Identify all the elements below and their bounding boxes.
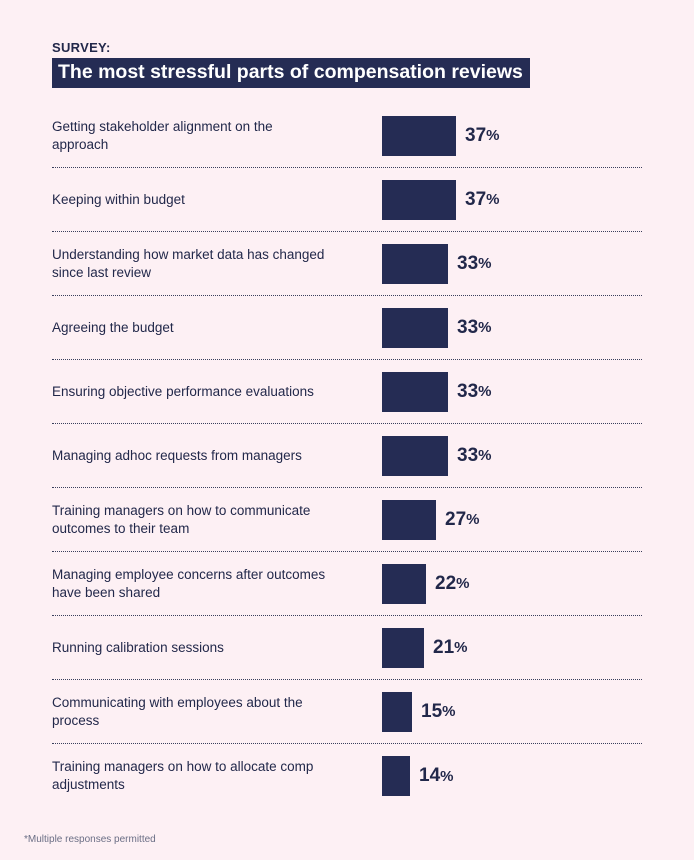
value-number: 14	[419, 765, 441, 786]
value-number: 37	[465, 188, 487, 210]
bar	[382, 180, 456, 220]
value-number: 33	[457, 316, 479, 338]
bar	[382, 308, 448, 348]
value-label: 33%	[457, 424, 491, 487]
bar	[382, 436, 448, 476]
footnote: *Multiple responses permitted	[24, 834, 156, 845]
value-unit: %	[478, 255, 492, 272]
chart-title: The most stressful parts of compensation…	[52, 58, 530, 88]
category-label: Getting stakeholder alignment on the app…	[52, 118, 273, 152]
category-label: Managing employee concerns after outcome…	[52, 566, 326, 600]
chart-row: Understanding how market data has change…	[52, 232, 642, 296]
chart-row: Keeping within budget 37%	[52, 168, 642, 232]
category-label: Understanding how market data has change…	[52, 246, 325, 280]
value-number: 27	[445, 508, 467, 530]
value-label: 21%	[433, 616, 467, 679]
chart-row: Managing adhoc requests from managers 33%	[52, 424, 642, 488]
chart-row: Communicating with employees about the p…	[52, 680, 642, 744]
value-number: 15	[421, 700, 443, 722]
value-number: 33	[457, 252, 479, 274]
value-unit: %	[456, 575, 470, 592]
value-unit: %	[478, 447, 492, 464]
chart-row: Ensuring objective performance evaluatio…	[52, 360, 642, 424]
value-label: 27%	[445, 488, 479, 551]
category-label: Communicating with employees about the p…	[52, 694, 303, 728]
chart-row: Agreeing the budget 33%	[52, 296, 642, 360]
value-unit: %	[486, 127, 500, 144]
value-unit: %	[478, 319, 492, 336]
value-number: 37	[465, 124, 487, 146]
chart-row: Training managers on how to communicate …	[52, 488, 642, 552]
category-label: Ensuring objective performance evaluatio…	[52, 383, 314, 399]
bar	[382, 756, 410, 796]
chart-row: Running calibration sessions 21%	[52, 616, 642, 680]
bar	[382, 116, 456, 156]
value-label: 37%	[465, 168, 499, 231]
bar	[382, 500, 436, 540]
category-label: Running calibration sessions	[52, 639, 224, 655]
value-unit: %	[486, 191, 500, 208]
value-unit: %	[466, 511, 480, 528]
category-label: Agreeing the budget	[52, 319, 174, 335]
bar	[382, 628, 424, 668]
value-label: 22%	[435, 552, 469, 615]
bar	[382, 692, 412, 732]
value-label: 37%	[465, 104, 499, 167]
bar	[382, 372, 448, 412]
value-label: 33%	[457, 232, 491, 295]
chart-row: Managing employee concerns after outcome…	[52, 552, 642, 616]
category-label: Training managers on how to communicate …	[52, 502, 311, 536]
category-label: Training managers on how to allocate com…	[52, 759, 314, 792]
value-label: 33%	[457, 360, 491, 423]
value-label: 15%	[421, 680, 455, 743]
category-label: Keeping within budget	[52, 191, 185, 207]
bar-chart: Getting stakeholder alignment on the app…	[52, 104, 642, 808]
value-label: 33%	[457, 296, 491, 359]
chart-row: Getting stakeholder alignment on the app…	[52, 104, 642, 168]
category-label: Managing adhoc requests from managers	[52, 447, 302, 463]
value-number: 22	[435, 572, 457, 594]
value-unit: %	[442, 703, 456, 720]
bar	[382, 244, 448, 284]
chart-row: Training managers on how to allocate com…	[52, 744, 642, 808]
value-number: 33	[457, 444, 479, 466]
value-number: 21	[433, 636, 455, 658]
value-unit: %	[454, 639, 468, 656]
value-unit: %	[440, 767, 454, 785]
value-number: 33	[457, 380, 479, 402]
survey-kicker: SURVEY:	[52, 40, 111, 55]
value-label: 14%	[419, 744, 453, 808]
value-unit: %	[478, 383, 492, 400]
bar	[382, 564, 426, 604]
